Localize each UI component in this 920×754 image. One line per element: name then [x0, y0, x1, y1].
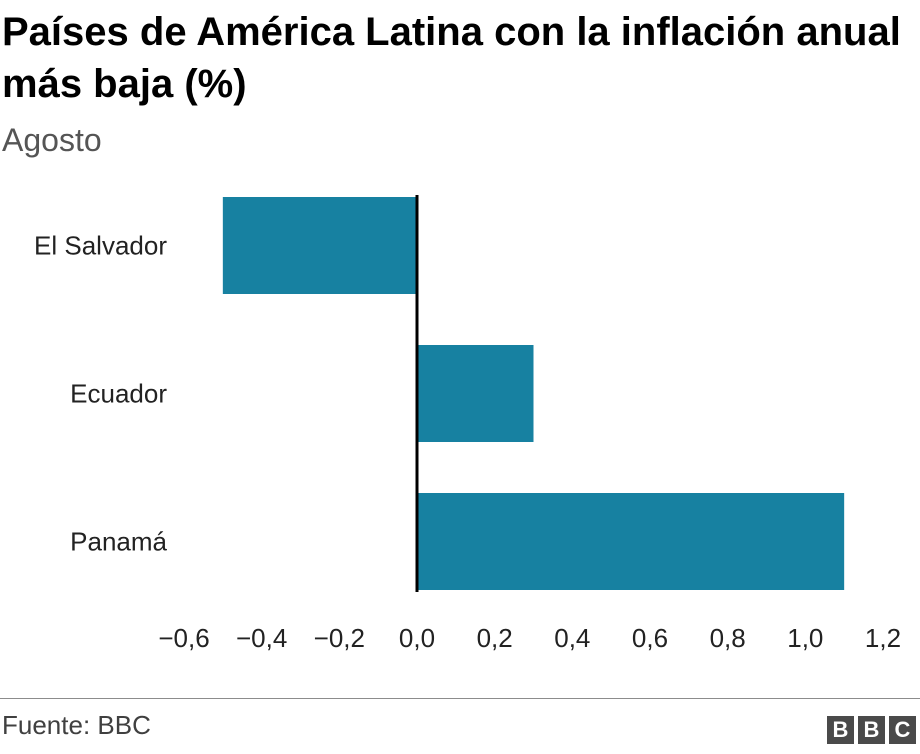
- footer-divider: [0, 698, 920, 699]
- x-tick-label: 0,6: [632, 623, 668, 653]
- x-tick-label: −0,6: [158, 623, 209, 653]
- x-tick-label: 1,0: [787, 623, 823, 653]
- chart-title: Países de América Latina con la inflació…: [2, 10, 901, 106]
- bar-el-salvador: [222, 197, 417, 294]
- source-note: Fuente: BBC: [2, 710, 151, 740]
- x-tick-label: 0,4: [554, 623, 590, 653]
- x-tick-label: 0,0: [399, 623, 435, 653]
- x-tick-label: −0,4: [236, 623, 287, 653]
- category-label: Panamá: [70, 527, 167, 557]
- chart-subtitle: Agosto: [2, 122, 102, 158]
- category-label: Ecuador: [70, 379, 167, 409]
- bar-chart: El Salvador Ecuador Panamá −0,6 −0,4 −0,2 0,0 0…: [34, 195, 901, 653]
- bar-ecuador: [417, 345, 534, 442]
- x-tick-label: −0,2: [314, 623, 365, 653]
- x-tick-label: 1,2: [865, 623, 901, 653]
- bbc-logo: B B C: [827, 716, 916, 744]
- x-tick-label: 0,8: [710, 623, 746, 653]
- category-label: El Salvador: [34, 231, 167, 261]
- logo-letter: C: [889, 716, 916, 744]
- bar-panamá: [417, 493, 845, 590]
- logo-letter: B: [827, 716, 854, 744]
- logo-letter: B: [858, 716, 885, 744]
- x-tick-label: 0,2: [477, 623, 513, 653]
